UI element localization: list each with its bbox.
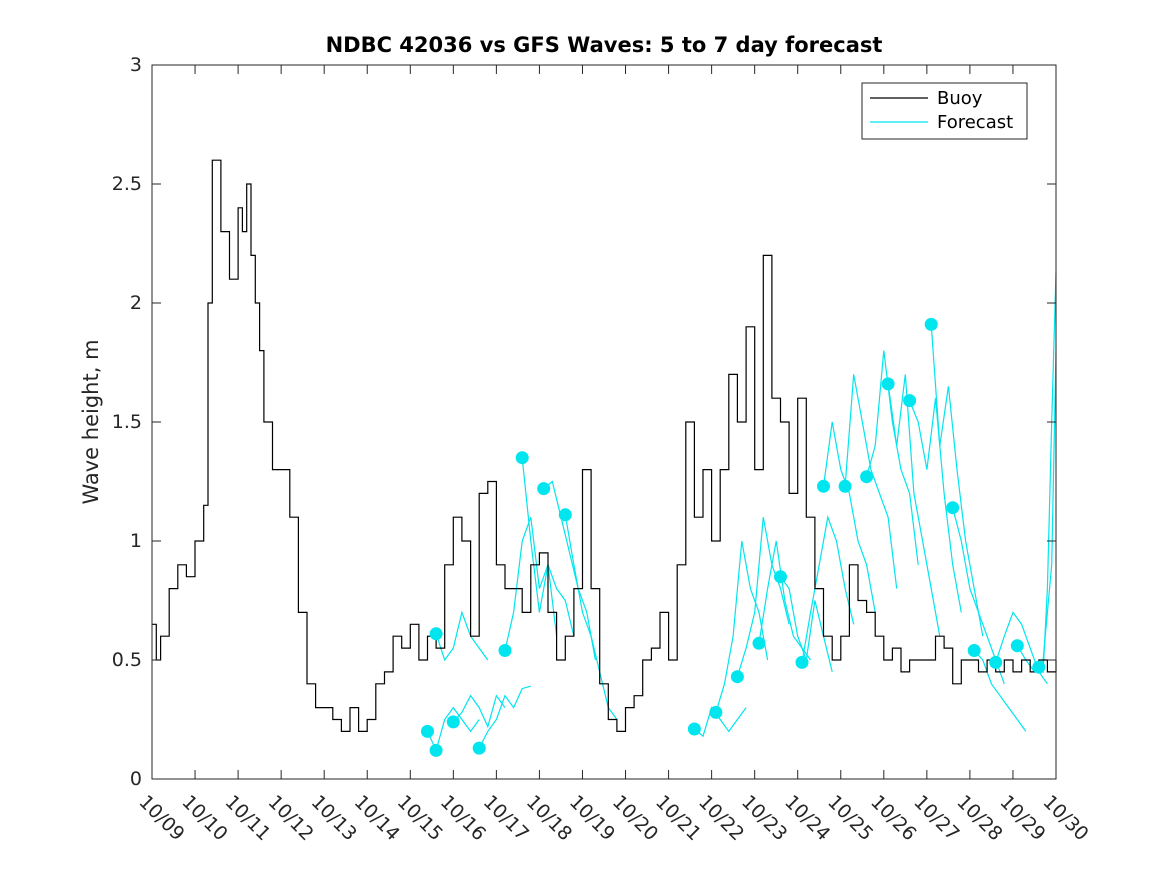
forecast-marker-23 — [989, 655, 1003, 669]
forecast-line-2 — [452, 694, 506, 729]
forecast-marker-9 — [687, 722, 701, 736]
forecast-marker-13 — [774, 570, 787, 584]
forecast-marker-17 — [860, 470, 874, 484]
legend-label-buoy: Buoy — [937, 88, 983, 109]
forecast-line-21 — [973, 650, 1027, 732]
forecast-marker-14 — [795, 655, 809, 669]
forecast-line-18 — [909, 398, 962, 613]
legend: Buoy Forecast — [861, 82, 1028, 140]
forecast-marker-1 — [429, 743, 443, 757]
forecast-marker-3 — [446, 715, 460, 729]
forecast-line-13 — [801, 514, 855, 663]
plot-area — [152, 65, 1056, 779]
y-tick-label-2: 1 — [130, 530, 142, 552]
y-tick-label-6: 3 — [130, 54, 142, 76]
forecast-line-8 — [694, 706, 747, 738]
forecast-marker-24 — [1010, 639, 1024, 653]
forecast-marker-16 — [838, 479, 852, 493]
legend-box — [861, 82, 1028, 140]
legend-label-forecast: Forecast — [937, 112, 1013, 133]
forecast-line-9 — [715, 540, 769, 713]
y-tick-label-1: 0.5 — [112, 649, 142, 671]
forecast-marker-6 — [515, 451, 529, 465]
forecast-line-1 — [435, 610, 489, 662]
forecast-line-10 — [736, 517, 790, 677]
forecast-marker-11 — [730, 670, 744, 684]
chart-title: NDBC 42036 vs GFS Waves: 5 to 7 day fore… — [326, 33, 883, 57]
forecast-marker-8 — [558, 508, 572, 522]
forecast-marker-19 — [903, 394, 917, 408]
forecast-marker-12 — [752, 636, 766, 650]
buoy-line — [152, 159, 1057, 732]
y-tick-label-4: 2 — [130, 292, 142, 314]
forecast-line-16 — [866, 350, 919, 565]
forecast-line-6 — [543, 480, 596, 661]
forecast-marker-15 — [817, 479, 830, 493]
forecast-line-19 — [930, 324, 984, 637]
forecast-marker-20 — [924, 317, 938, 331]
y-tick-label-0: 0 — [130, 768, 142, 790]
marker-layer — [421, 317, 1046, 757]
forecast-line-17 — [887, 374, 941, 637]
forecast-marker-10 — [709, 705, 723, 719]
series-layer — [152, 159, 1057, 753]
forecast-marker-2 — [429, 627, 443, 641]
forecast-marker-21 — [946, 501, 960, 515]
y-axis-label: Wave height, m — [79, 339, 103, 504]
forecast-marker-5 — [498, 644, 512, 657]
forecast-marker-7 — [537, 482, 551, 496]
forecast-marker-18 — [881, 377, 895, 391]
forecast-line-14 — [822, 421, 876, 613]
forecast-marker-0 — [421, 724, 434, 738]
forecast-line-15 — [844, 374, 898, 589]
forecast-line-3 — [478, 685, 531, 749]
forecast-marker-4 — [472, 741, 486, 755]
forecast-marker-25 — [1032, 660, 1046, 674]
forecast-marker-22 — [967, 644, 981, 657]
y-tick-label-5: 2.5 — [112, 173, 142, 195]
y-tick-label-3: 1.5 — [112, 411, 142, 433]
